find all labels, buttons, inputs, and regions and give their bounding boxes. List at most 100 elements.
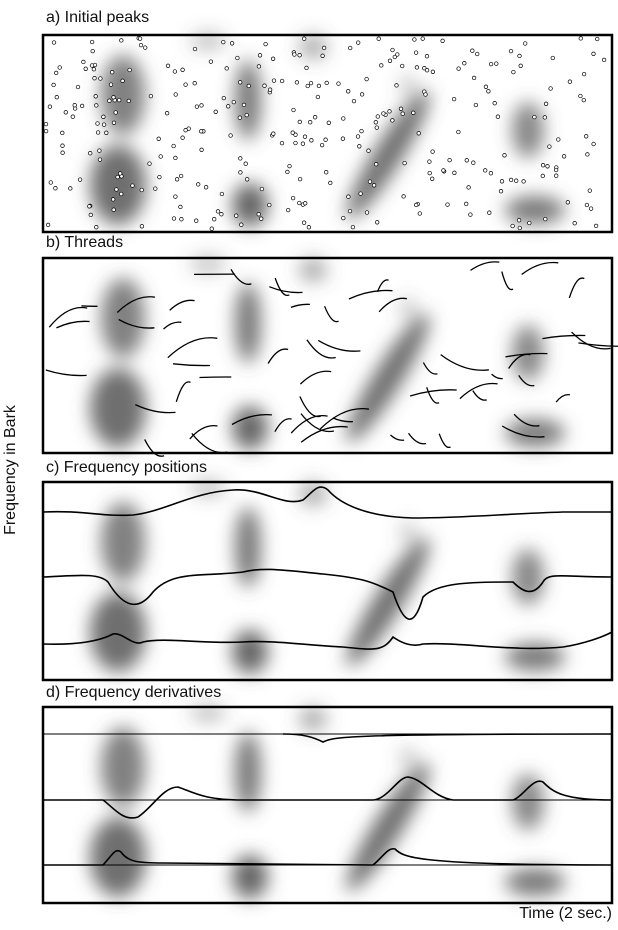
- peak-dot: [548, 145, 552, 149]
- peak-dot: [592, 52, 596, 56]
- peak-dot: [112, 208, 116, 212]
- peak-dot: [165, 111, 169, 115]
- peak-dot: [199, 130, 203, 134]
- peak-dot: [402, 195, 406, 199]
- peak-dot: [232, 100, 236, 104]
- peak-dot: [453, 171, 457, 175]
- peak-dot: [149, 94, 153, 98]
- peak-dot: [108, 99, 112, 103]
- spectrogram: [90, 256, 565, 450]
- peak-dot: [272, 132, 276, 136]
- peak-dot: [128, 68, 132, 72]
- peak-dot: [226, 105, 230, 109]
- peak-dot: [518, 226, 522, 230]
- peak-dot: [442, 169, 446, 173]
- peak-dot: [102, 115, 106, 119]
- peak-dot: [463, 61, 467, 65]
- thread: [231, 269, 251, 284]
- peak-dot: [200, 148, 204, 152]
- peak-dot: [229, 134, 233, 138]
- peak-dot: [324, 170, 328, 174]
- peak-dot: [446, 203, 450, 207]
- peak-dot: [78, 178, 82, 182]
- peak-dot: [487, 90, 491, 94]
- peak-dot: [257, 65, 261, 69]
- thread: [291, 304, 310, 307]
- peak-dot: [174, 195, 178, 199]
- peak-dot: [286, 170, 290, 174]
- peak-dot: [52, 83, 56, 87]
- peak-dot: [431, 150, 435, 154]
- peak-dot: [54, 186, 58, 190]
- thread: [170, 300, 195, 310]
- thread: [410, 390, 457, 396]
- peak-dot: [98, 158, 102, 162]
- peak-dot: [194, 219, 198, 223]
- peak-dot: [517, 218, 521, 222]
- peak-dot: [239, 157, 243, 161]
- peak-dot: [375, 221, 379, 225]
- peak-dot: [240, 223, 244, 227]
- thread: [409, 433, 426, 443]
- peak-dot: [245, 178, 249, 182]
- peak-dot: [82, 60, 86, 64]
- thread: [427, 387, 439, 403]
- peak-dot: [193, 81, 197, 85]
- peak-dot: [374, 162, 378, 166]
- peak-dot: [98, 149, 102, 153]
- peak-dot: [303, 202, 307, 206]
- peak-dot: [238, 81, 242, 85]
- peak-dot: [388, 110, 392, 114]
- peak-dot: [365, 211, 369, 215]
- peak-dot: [403, 161, 407, 165]
- peak-dot: [272, 79, 276, 83]
- peak-dot: [522, 180, 526, 184]
- peak-dot: [549, 87, 553, 91]
- peak-dot: [112, 121, 116, 125]
- peak-dot: [329, 181, 333, 185]
- peak-dot: [222, 40, 226, 44]
- peak-dot: [489, 62, 493, 66]
- peak-dot: [579, 37, 583, 41]
- peak-dot: [511, 224, 515, 228]
- peak-dot: [305, 66, 309, 70]
- peak-dot: [589, 207, 593, 211]
- peak-dot: [258, 54, 262, 58]
- peak-dot: [102, 123, 106, 127]
- peak-dot: [48, 105, 52, 109]
- peak-dot: [356, 41, 360, 45]
- peak-dot: [302, 221, 306, 225]
- peak-dot: [391, 48, 395, 52]
- peak-dot: [230, 42, 234, 46]
- thread: [556, 395, 570, 402]
- peak-dot: [184, 83, 188, 87]
- peak-dot: [268, 203, 272, 207]
- peak-dot: [159, 155, 163, 159]
- peak-dot: [544, 102, 548, 106]
- peak-dot: [109, 83, 113, 87]
- peak-dot: [184, 128, 188, 132]
- peak-dot: [441, 39, 445, 43]
- peak-dot: [91, 49, 95, 53]
- peak-dot: [174, 93, 178, 97]
- peak-dot: [342, 216, 346, 220]
- peak-dot: [46, 223, 50, 227]
- peak-dot: [119, 192, 123, 196]
- peak-dot: [448, 158, 452, 162]
- peak-dot: [472, 76, 476, 80]
- thread: [56, 321, 89, 328]
- peak-dot: [84, 67, 88, 71]
- panel-title: b) Threads: [46, 234, 123, 251]
- peak-dot: [148, 162, 152, 166]
- peak-dot: [181, 136, 185, 140]
- peak-dot: [375, 126, 379, 130]
- peak-dot: [588, 189, 592, 193]
- peak-dot: [131, 184, 135, 188]
- peak-dot: [602, 58, 606, 62]
- peak-dot: [322, 46, 326, 50]
- thread: [318, 340, 360, 351]
- peak-dot: [196, 183, 200, 187]
- peak-dot: [313, 115, 317, 119]
- peak-dot: [543, 116, 547, 120]
- peak-dot: [179, 174, 183, 178]
